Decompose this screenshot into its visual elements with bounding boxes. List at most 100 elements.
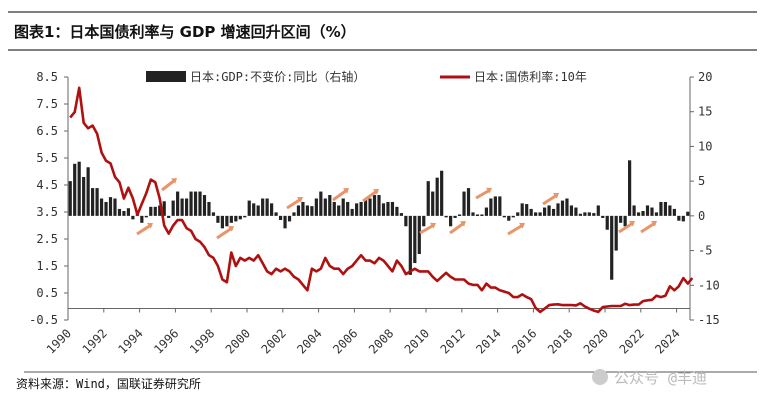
watermark: 公众号 @丰迪 xyxy=(592,369,707,387)
arrow-icon xyxy=(362,189,379,203)
gdp-bar xyxy=(623,215,627,227)
gdp-bar xyxy=(126,208,131,216)
right-axis-tick-label: -15 xyxy=(698,313,720,327)
gdp-bar xyxy=(287,215,292,222)
right-axis-tick-label: 5 xyxy=(698,174,705,188)
gdp-bar xyxy=(73,163,77,216)
x-axis-tick-label: 2014 xyxy=(473,326,503,356)
arrow-head xyxy=(228,226,234,232)
arrow-icon xyxy=(332,188,349,202)
arrow-icon xyxy=(475,187,492,200)
gdp-bar xyxy=(82,176,86,216)
left-axis-tick-label: 5.5 xyxy=(36,151,58,165)
gdp-bar xyxy=(225,215,229,227)
gdp-bar xyxy=(547,205,551,216)
gdp-bar xyxy=(292,212,296,216)
gdp-bar xyxy=(650,207,654,216)
gdp-bar xyxy=(422,215,426,227)
gdp-bar xyxy=(265,198,269,216)
gdp-bar xyxy=(672,208,676,216)
gdp-bar xyxy=(462,191,466,216)
gdp-bar xyxy=(453,215,457,218)
gdp-bar xyxy=(444,215,448,218)
gdp-bar xyxy=(363,198,368,216)
arrow-icon xyxy=(136,223,153,236)
gdp-bar xyxy=(502,215,506,218)
left-axis-tick-label: 1.5 xyxy=(36,259,58,273)
arrow-shaft xyxy=(362,189,378,203)
arrow-shaft xyxy=(640,221,656,234)
left-axis-tick-label: 2.5 xyxy=(36,232,58,246)
right-axis-tick-label: 15 xyxy=(698,105,712,119)
x-axis-tick-label: 1998 xyxy=(187,326,217,356)
arrow-head xyxy=(343,188,349,194)
gdp-bar xyxy=(261,198,265,216)
arrow-icon xyxy=(286,197,303,210)
gdp-bar xyxy=(686,211,690,216)
gdp-bar xyxy=(274,212,278,216)
gdp-bar xyxy=(677,215,681,221)
arrow-icon xyxy=(419,222,436,235)
gdp-bar xyxy=(466,188,471,216)
x-axis-tick-label: 2016 xyxy=(509,326,539,356)
gdp-bar xyxy=(632,205,636,216)
left-axis-tick-label: 0.5 xyxy=(36,286,58,300)
gdp-bar xyxy=(171,200,175,216)
arrow-icon xyxy=(542,193,559,206)
x-axis-tick-label: 1996 xyxy=(151,326,181,356)
left-axis-tick-label: -0.5 xyxy=(29,313,58,327)
gdp-bar xyxy=(180,198,184,216)
gdp-bar xyxy=(113,198,117,216)
gdp-bar xyxy=(404,215,408,227)
gdp-bar xyxy=(372,195,377,216)
arrow-head xyxy=(297,197,303,203)
gdp-bar xyxy=(413,215,417,264)
gdp-bar xyxy=(641,210,645,216)
gdp-bar xyxy=(395,206,399,216)
gdp-bar xyxy=(86,167,90,216)
arrow-head xyxy=(486,187,492,194)
arrow-head xyxy=(460,221,466,227)
x-axis-tick-label: 2024 xyxy=(652,326,682,356)
arrow-shaft xyxy=(475,188,491,200)
gdp-bar xyxy=(247,200,251,216)
right-axis-tick-label: -5 xyxy=(698,244,712,258)
arrow-shaft xyxy=(618,221,634,234)
gdp-bar xyxy=(350,208,354,216)
arrow-shaft xyxy=(136,223,152,236)
legend: 日本:GDP:不变价:同比（右轴） 日本:国债利率:10年 xyxy=(146,69,587,84)
gdp-bar xyxy=(493,196,497,216)
gdp-bar xyxy=(207,201,211,216)
gdp-bar xyxy=(149,206,153,216)
x-axis-tick-label: 1994 xyxy=(115,326,145,356)
chart-title: 图表1：日本国债利率与 GDP 增速回升区间（%） xyxy=(14,23,356,41)
gdp-bar xyxy=(355,203,359,216)
source-note: 资料来源：Wind，国联证券研究所 xyxy=(16,376,201,391)
gdp-bar xyxy=(305,205,310,216)
left-axis-tick-label: 6.5 xyxy=(36,124,58,138)
gdp-bar xyxy=(346,201,350,216)
x-axis-tick-label: 2004 xyxy=(294,326,324,356)
gdp-bar xyxy=(278,215,283,221)
x-axis-tick-label: 1990 xyxy=(44,326,74,356)
gdp-bar xyxy=(614,215,618,251)
arrow-icon xyxy=(507,222,525,236)
gdp-bar xyxy=(95,188,99,216)
gdp-bar xyxy=(108,197,113,216)
gdp-bar xyxy=(359,201,363,216)
arrow-icon xyxy=(216,226,234,240)
gdp-bar xyxy=(158,205,162,216)
gdp-bar xyxy=(628,160,632,216)
gdp-bar xyxy=(296,205,301,216)
gdp-bar xyxy=(668,205,672,216)
left-axis-tick-label: 7.5 xyxy=(36,97,58,111)
gdp-bar xyxy=(216,215,220,223)
gdp-bar xyxy=(117,208,122,216)
gdp-bar xyxy=(565,198,569,216)
right-axis-tick-label: -10 xyxy=(698,278,720,292)
gdp-bar xyxy=(592,213,596,216)
right-axis-tick-label: 10 xyxy=(698,139,712,153)
arrow-head xyxy=(519,222,525,229)
gdp-bar xyxy=(417,215,421,255)
gdp-bar xyxy=(91,188,95,216)
